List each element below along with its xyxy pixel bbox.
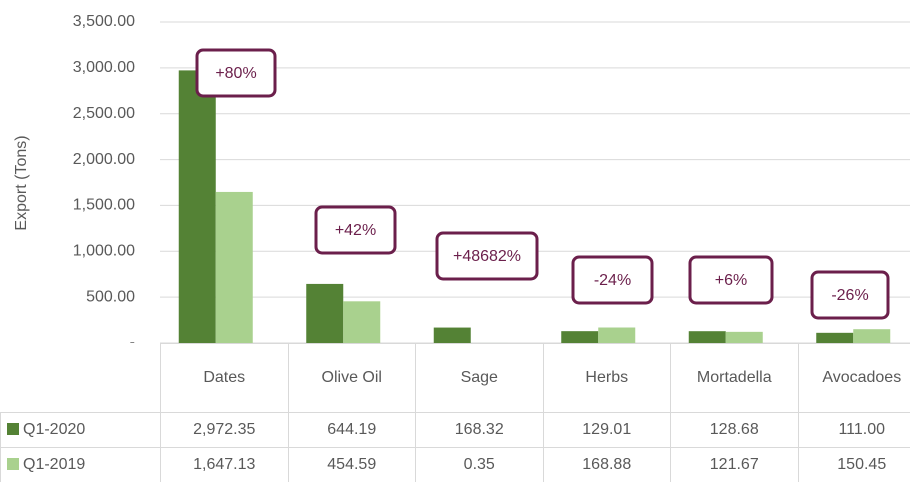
bar (688, 331, 726, 343)
value-cell: 150.45 (797, 447, 910, 482)
annotation-box (688, 255, 774, 305)
legend-entry: Q1-2020 (0, 412, 161, 448)
y-tick-label: 500.00 (86, 288, 135, 305)
value-cell: 168.32 (415, 412, 544, 448)
y-tick-label: 3,500.00 (73, 13, 135, 30)
series-row: Q1-2020 2,972.35 644.19 168.32 129.01 128.68 1… (0, 412, 910, 448)
legend-swatch (7, 458, 19, 470)
value-cell: 454.59 (287, 447, 416, 482)
value-cell: 168.88 (542, 447, 671, 482)
category-label: Herbs (542, 343, 671, 413)
value-cell: 111.00 (797, 412, 910, 448)
header-row: Dates Olive Oil Sage Herbs Mortadella Avocado… (1, 343, 910, 413)
value-cell: 644.19 (287, 412, 416, 448)
legend-swatch (7, 423, 19, 435)
value-cell: 0.35 (415, 447, 544, 482)
annotation: +48682% (453, 248, 521, 265)
annotation: -24% (594, 272, 631, 289)
value-cell: 128.68 (670, 412, 799, 448)
series-row: Q1-2019 1,647.13 454.59 0.35 168.88 121.67 150… (0, 447, 910, 482)
category-label: Olive Oil (287, 343, 416, 413)
corner (1, 344, 161, 413)
bar (598, 327, 636, 343)
category-label: Dates (160, 343, 289, 413)
legend-label: Q1-2020 (23, 421, 86, 438)
bar (561, 331, 599, 343)
annotation: +42% (335, 222, 376, 239)
y-tick-label: - (130, 334, 135, 343)
category-label: Mortadella (670, 343, 799, 413)
bar (178, 70, 216, 343)
data-table: Dates Olive Oil Sage Herbs Mortadella Avocado… (0, 343, 910, 482)
bar (215, 191, 253, 343)
annotation-box (571, 255, 654, 305)
bar (816, 332, 854, 343)
plot: Export (Tons) - 500.00 1,000.00 1,500.00 2,0… (13, 13, 910, 343)
legend-entry: Q1-2019 (0, 447, 161, 482)
y-axis-label: Export (Tons) (13, 135, 30, 230)
bar (725, 331, 763, 343)
category-label: Sage (415, 343, 544, 413)
annotation: +80% (215, 65, 256, 82)
value-cell: 2,972.35 (160, 412, 289, 448)
annotation: +6% (715, 272, 747, 289)
bar (343, 301, 381, 343)
y-tick-label: 2,500.00 (73, 105, 135, 122)
value-cell: 129.01 (542, 412, 671, 448)
table: Dates Olive Oil Sage Herbs Mortadella Avocado… (0, 343, 910, 482)
annotation-box (195, 48, 277, 98)
y-tick-label: 1,000.00 (73, 243, 135, 260)
annotation-box (435, 231, 539, 281)
bar (853, 329, 891, 343)
y-tick-label: 2,000.00 (73, 151, 135, 168)
legend-label: Q1-2019 (23, 456, 86, 473)
bar (306, 283, 344, 343)
value-cell: 121.67 (670, 447, 799, 482)
y-tick-label: 1,500.00 (73, 197, 135, 214)
y-tick-label: 3,000.00 (73, 59, 135, 76)
value-cell: 1,647.13 (160, 447, 289, 482)
bar (433, 327, 471, 343)
annotation-box (810, 270, 890, 320)
annotation: -26% (831, 287, 868, 304)
category-label: Avocadoes (797, 343, 910, 413)
annotation-box (314, 205, 397, 255)
